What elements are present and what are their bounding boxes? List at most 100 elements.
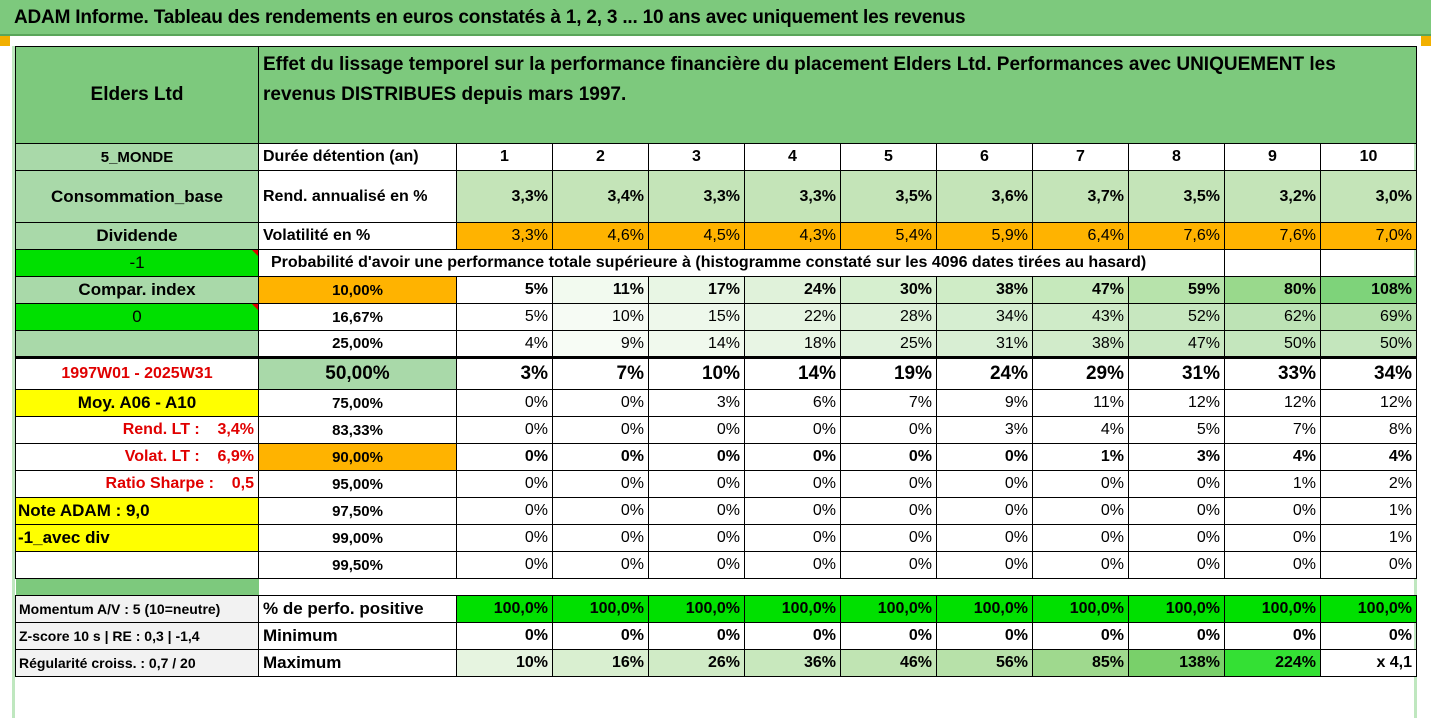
year-header: 10 bbox=[1319, 143, 1418, 171]
year-header: 3 bbox=[648, 143, 745, 171]
probability-cell: 0% bbox=[552, 416, 649, 444]
probability-cell: 29% bbox=[1032, 356, 1129, 390]
probability-cell: 0% bbox=[744, 551, 841, 579]
probability-cell: 0% bbox=[648, 524, 745, 552]
threshold-cell: 99,50% bbox=[258, 551, 457, 579]
year-header: 7 bbox=[1032, 143, 1129, 171]
summary-cell: 100,0% bbox=[1224, 595, 1321, 623]
probability-cell: 3% bbox=[1128, 443, 1225, 471]
probability-cell: 0% bbox=[648, 443, 745, 471]
probability-cell: 33% bbox=[1224, 356, 1321, 390]
probability-cell: 38% bbox=[1032, 330, 1129, 358]
probability-cell: 0% bbox=[936, 524, 1033, 552]
year-header: 8 bbox=[1128, 143, 1225, 171]
side-info-cell: Volat. LT : 6,9% bbox=[15, 443, 259, 471]
summary-cell: 36% bbox=[744, 649, 841, 677]
header-row: Elders Ltd Effet du lissage temporel sur… bbox=[15, 46, 1418, 144]
probability-cell: 3% bbox=[936, 416, 1033, 444]
years-row: 5_MONDE Durée détention (an) 1 2 3 4 5 6 7 8 9 10 bbox=[15, 143, 1418, 171]
probability-cell: 0% bbox=[840, 524, 937, 552]
probability-cell: 1% bbox=[1032, 443, 1129, 471]
probability-cell: 108% bbox=[1319, 276, 1418, 304]
probability-cell: 12% bbox=[1224, 389, 1321, 417]
probability-cell: 14% bbox=[648, 330, 745, 358]
probability-cell: 0% bbox=[744, 497, 841, 525]
probability-cell: 50% bbox=[1319, 330, 1418, 358]
row-label: Rend. annualisé en % bbox=[258, 170, 457, 223]
probability-cell: 69% bbox=[1319, 303, 1418, 331]
summary-cell: x 4,1 bbox=[1319, 649, 1418, 677]
summary-cell: 0% bbox=[1319, 622, 1418, 650]
probability-cell: 0% bbox=[648, 416, 745, 444]
probability-cell: 31% bbox=[1128, 356, 1225, 390]
probability-title: Probabilité d'avoir une performance tota… bbox=[258, 249, 1225, 277]
probability-cell: 30% bbox=[840, 276, 937, 304]
probability-cell: 0% bbox=[456, 443, 553, 471]
probability-row: Moy. A06 - A10 75,00% 0% 0% 3% 6% 7% 9% 11% 12% 12… bbox=[15, 389, 1418, 417]
probability-cell: 5% bbox=[456, 276, 553, 304]
probability-cell: 18% bbox=[744, 330, 841, 358]
probability-cell: 0% bbox=[744, 524, 841, 552]
year-header: 9 bbox=[1224, 143, 1321, 171]
side-info-cell: Rend. LT : 3,4% bbox=[15, 416, 259, 444]
annual-return-cell: 3,2% bbox=[1224, 170, 1321, 223]
volatility-cell: 3,3% bbox=[456, 222, 553, 250]
volatility-cell: 5,4% bbox=[840, 222, 937, 250]
side-info-cell: Momentum A/V : 5 (10=neutre) bbox=[15, 595, 259, 623]
probability-cell: 0% bbox=[744, 470, 841, 498]
probability-row: 25,00% 4% 9% 14% 18% 25% 31% 38% 47% 50% 50% bbox=[15, 330, 1418, 358]
probability-cell: 1% bbox=[1319, 524, 1418, 552]
probability-cell: 0% bbox=[1032, 524, 1129, 552]
probability-cell: 0% bbox=[936, 551, 1033, 579]
probability-cell: 24% bbox=[936, 356, 1033, 390]
side-info-cell: Ratio Sharpe : 0,5 bbox=[15, 470, 259, 498]
annual-return-cell: 3,3% bbox=[744, 170, 841, 223]
probability-cell: 47% bbox=[1128, 330, 1225, 358]
probability-cell: 0% bbox=[552, 470, 649, 498]
summary-cell: 0% bbox=[1032, 622, 1129, 650]
probability-cell: 0% bbox=[1128, 470, 1225, 498]
probability-row: 99,50% 0% 0% 0% 0% 0% 0% 0% 0% 0% 0% bbox=[15, 551, 1418, 579]
summary-cell: 100,0% bbox=[648, 595, 745, 623]
probability-cell: 0% bbox=[1224, 551, 1321, 579]
row-label: Durée détention (an) bbox=[258, 143, 457, 171]
probability-cell: 0% bbox=[1128, 524, 1225, 552]
probability-cell: 59% bbox=[1128, 276, 1225, 304]
volatility-cell: 4,6% bbox=[552, 222, 649, 250]
summary-cell: 46% bbox=[840, 649, 937, 677]
probability-cell: 7% bbox=[840, 389, 937, 417]
threshold-cell: 50,00% bbox=[258, 356, 457, 390]
year-header: 5 bbox=[840, 143, 937, 171]
summary-cell: 0% bbox=[552, 622, 649, 650]
probability-cell: 0% bbox=[456, 389, 553, 417]
probability-cell: 0% bbox=[840, 470, 937, 498]
probability-row: Rend. LT : 3,4% 83,33% 0% 0% 0% 0% 0% 3% 4% 5% 7% 8… bbox=[15, 416, 1418, 444]
side-info-cell: 0 bbox=[15, 303, 259, 331]
side-info-cell: 1997W01 - 2025W31 bbox=[15, 356, 259, 390]
empty-cell bbox=[1319, 249, 1418, 277]
probability-cell: 0% bbox=[1032, 551, 1129, 579]
separator-cell bbox=[15, 578, 259, 596]
corner-marker bbox=[0, 36, 10, 46]
volatility-cell: 4,3% bbox=[744, 222, 841, 250]
annual-return-row: Consommation_base Rend. annualisé en % 3,3… bbox=[15, 170, 1418, 223]
report-title: ADAM Informe. Tableau des rendements en … bbox=[14, 7, 966, 28]
year-header: 2 bbox=[552, 143, 649, 171]
probability-cell: 0% bbox=[936, 497, 1033, 525]
annual-return-cell: 3,3% bbox=[456, 170, 553, 223]
probability-cell: 0% bbox=[840, 443, 937, 471]
volatility-cell: 6,4% bbox=[1032, 222, 1129, 250]
probability-header-row: -1 Probabilité d'avoir une performance to… bbox=[15, 249, 1418, 277]
year-header: 4 bbox=[744, 143, 841, 171]
threshold-cell: 99,00% bbox=[258, 524, 457, 552]
summary-cell: 100,0% bbox=[1032, 595, 1129, 623]
probability-cell: 10% bbox=[552, 303, 649, 331]
side-info-cell: Z-score 10 s | RE : 0,3 | -1,4 bbox=[15, 622, 259, 650]
row-label: Maximum bbox=[258, 649, 457, 677]
annual-return-cell: 3,5% bbox=[840, 170, 937, 223]
probability-cell: 24% bbox=[744, 276, 841, 304]
probability-cell: 0% bbox=[1128, 497, 1225, 525]
probability-cell: 0% bbox=[552, 443, 649, 471]
probability-cell: 10% bbox=[648, 356, 745, 390]
category-cell: -1 bbox=[15, 249, 259, 277]
